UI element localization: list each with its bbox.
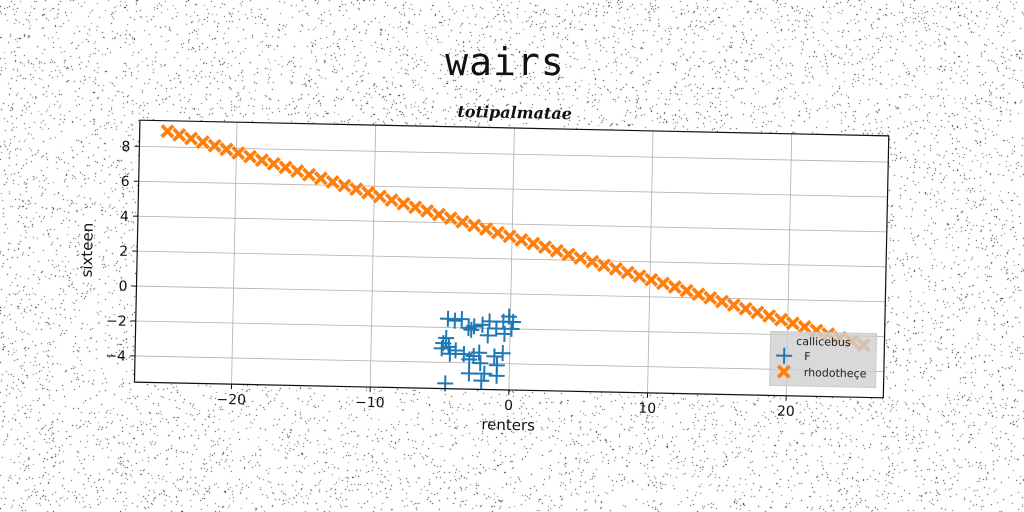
x-tick-label: −20 [216, 392, 246, 409]
y-tick-label: 0 [118, 279, 127, 295]
legend-label: F [804, 350, 811, 363]
y-tick-label: 4 [120, 209, 129, 225]
y-tick-label: −4 [105, 348, 126, 364]
y-tick-label: 6 [121, 174, 130, 190]
x-tick-label: −10 [355, 395, 385, 412]
x-tick-label: 0 [504, 398, 513, 414]
chart-title: totipalmatae [457, 102, 572, 123]
x-tick-label: 10 [638, 401, 656, 417]
legend-label: rhodotheçe [804, 366, 867, 380]
y-tick-label: 8 [121, 139, 130, 155]
x-axis-label: renters [481, 415, 535, 434]
y-axis-label: sixteen [78, 223, 97, 278]
legend-title: callicebus [796, 335, 851, 349]
y-tick-label: −2 [106, 313, 127, 329]
x-tick-label: 20 [777, 404, 795, 420]
y-tick-label: 2 [119, 244, 128, 260]
